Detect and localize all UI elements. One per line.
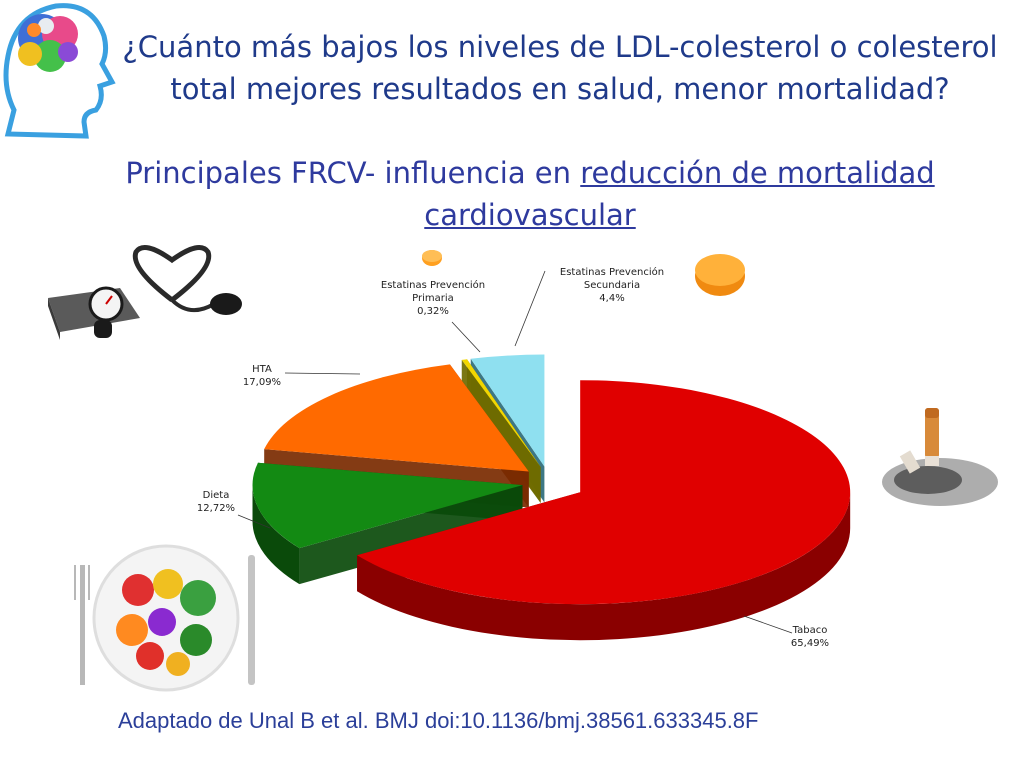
- food-plate-icon: [74, 544, 255, 692]
- brain-head-icon: [3, 3, 116, 139]
- pie-slice-top-secundaria: [470, 354, 545, 467]
- pill-small-icon: [422, 250, 442, 266]
- citation: Adaptado de Unal B et al. BMJ doi:10.113…: [118, 708, 759, 733]
- leader-line-primaria: [451, 321, 481, 353]
- slide-title: ¿Cuánto más bajos los niveles de LDL-col…: [122, 30, 998, 106]
- slice-labels: Tabaco 65,49% Dieta 12,72% HTA 17,09% Estat…: [197, 266, 829, 649]
- label-primaria: Estatinas Prevención Primaria 0,32%: [381, 279, 485, 317]
- blood-pressure-monitor-icon: [48, 245, 242, 340]
- label-secundaria-value: 4,4%: [599, 293, 624, 304]
- label-dieta-value: 12,72%: [197, 503, 235, 514]
- label-dieta: Dieta 12,72%: [197, 490, 235, 514]
- label-primaria-value: 0,32%: [417, 306, 449, 317]
- label-dieta-name: Dieta: [203, 490, 230, 501]
- pie-slice-top-primaria: [461, 359, 541, 468]
- pie-slice-tabaco: [357, 380, 851, 641]
- label-hta-name: HTA: [252, 364, 272, 375]
- subtitle-underlined: reducción de mortalidad cardiovascular: [424, 156, 935, 232]
- label-secundaria-name: Estatinas Prevención: [560, 266, 664, 278]
- label-tabaco-value: 65,49%: [791, 638, 829, 649]
- leader-line-hta: [284, 372, 361, 375]
- label-tabaco: Tabaco 65,49%: [791, 625, 829, 649]
- pie-slice-wall-tabaco: [357, 492, 851, 641]
- pie-slice-wall-dieta: [252, 485, 300, 585]
- leader-line-dieta: [237, 514, 271, 529]
- label-primaria-name: Estatinas Prevención: [381, 279, 485, 291]
- pie-slice-top-dieta: [252, 462, 523, 549]
- slide-subtitle: Principales FRCV- influencia en reducció…: [80, 152, 980, 236]
- pill-large-icon: [695, 254, 745, 296]
- label-hta-value: 17,09%: [243, 377, 281, 388]
- pie-slice-top-tabaco: [357, 380, 851, 605]
- label-secundaria: Estatinas Prevención Secundaria 4,4%: [560, 266, 664, 304]
- label-hta: HTA 17,09%: [243, 364, 281, 388]
- leader-line-secundaria: [514, 270, 546, 347]
- label-tabaco-name: Tabaco: [792, 625, 828, 636]
- leader-line-tabaco: [743, 615, 793, 634]
- pie-slice-dieta: [252, 462, 523, 585]
- leader-lines: [237, 270, 793, 634]
- pie-chart: [252, 354, 851, 641]
- subtitle-prefix: Principales FRCV- influencia en: [125, 156, 581, 190]
- label-secundaria-sub: Secundaria: [584, 280, 640, 291]
- cigarette-ashtray-icon: [882, 408, 998, 506]
- pie-slice-top-hta: [264, 364, 529, 472]
- label-primaria-sub: Primaria: [412, 293, 454, 304]
